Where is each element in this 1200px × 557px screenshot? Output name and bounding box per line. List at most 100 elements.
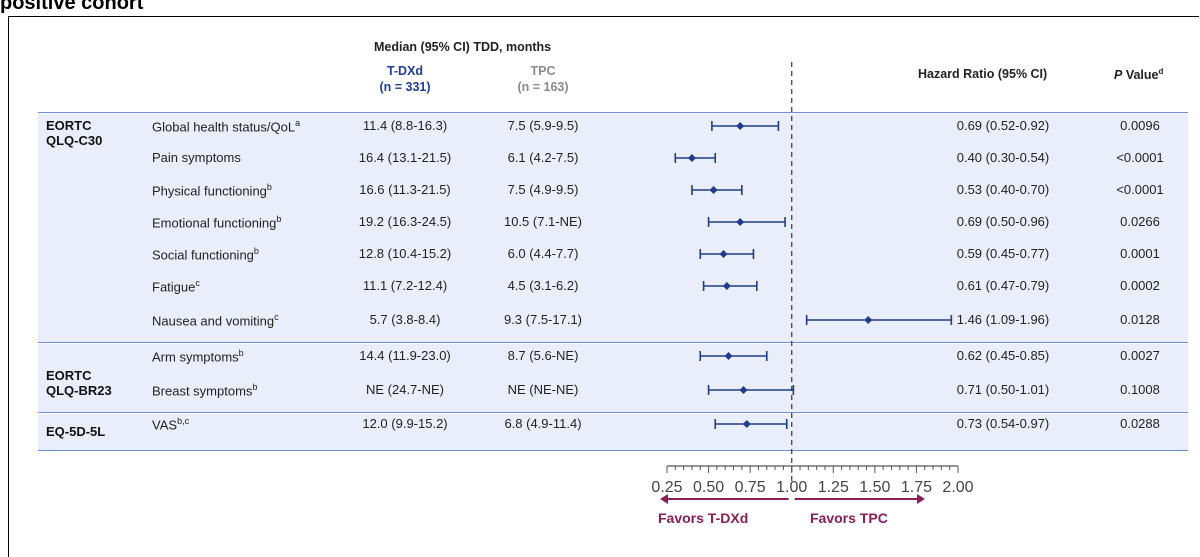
- tpc-median-cell: 9.3 (7.5-17.1): [503, 312, 583, 327]
- forest-plot: 0.25 0.50 0.75 1.00 1.25 1.50 1.75 2.00: [651, 62, 974, 504]
- divider-bottom: [38, 450, 1188, 451]
- tpc-median-cell: 6.1 (4.2-7.5): [507, 150, 579, 165]
- hr-point: [736, 122, 745, 130]
- row-label: Arm symptomsb: [152, 348, 244, 364]
- band-qlq-br23: [38, 344, 1188, 412]
- row-label-footnote: b: [276, 214, 282, 224]
- row-label-text: Global health status/QoL: [152, 119, 296, 135]
- txd-median-cell: 5.7 (3.8-8.4): [369, 312, 441, 327]
- row-label-text: Fatigue: [152, 279, 196, 295]
- tpc-median-cell: 6.8 (4.9-11.4): [504, 416, 582, 431]
- hr-cell: 0.61 (0.47-0.79): [956, 278, 1050, 293]
- p-value-cell: 0.0001: [1120, 246, 1160, 261]
- txd-median-cell: NE (24.7-NE): [365, 382, 445, 397]
- hr-point: [724, 352, 733, 360]
- row-label-text: Breast symptoms: [152, 383, 253, 399]
- favors-right-label: Favors TPC: [810, 510, 888, 526]
- row-label-footnote: c: [195, 278, 200, 288]
- row-label: Breast symptomsb: [152, 382, 257, 398]
- row-label-text: VAS: [152, 417, 178, 433]
- row-label: Fatiguec: [152, 278, 200, 294]
- row-label-text: Emotional functioning: [152, 215, 277, 231]
- x-tick-label: 2.00: [942, 479, 973, 496]
- hr-point: [736, 218, 745, 226]
- row-label-footnote: a: [295, 118, 301, 128]
- tpc-median-cell: 4.5 (3.1-6.2): [507, 278, 579, 293]
- row-label-footnote: b: [266, 182, 272, 192]
- p-value-cell: 0.0027: [1120, 348, 1160, 363]
- hr-point: [739, 386, 748, 394]
- hr-header: Hazard Ratio (95% CI): [918, 67, 1048, 81]
- favors-left-arrowhead: [660, 494, 668, 504]
- p-value-cell: <0.0001: [1116, 182, 1164, 197]
- row-label: Emotional functioningb: [152, 214, 281, 230]
- x-tick-label: 1.25: [818, 479, 849, 496]
- hr-cell: 1.46 (1.09-1.96): [956, 312, 1050, 327]
- median-header: Median (95% CI) TDD, months: [374, 40, 552, 54]
- p-value-cell: 0.0002: [1120, 278, 1160, 293]
- row-label: VASb,c: [152, 416, 189, 432]
- hr-point: [864, 316, 873, 324]
- row-label-footnote: b: [253, 246, 259, 256]
- band-qlq-c30: [38, 114, 1188, 342]
- row-label: Pain symptoms: [152, 150, 241, 165]
- p-value-cell: 0.1008: [1120, 382, 1160, 397]
- row-label-text: Social functioning: [152, 247, 254, 263]
- hr-cell: 0.53 (0.40-0.70): [956, 182, 1050, 197]
- row-label-footnote: b: [252, 382, 258, 392]
- hr-cell: 0.62 (0.45-0.85): [956, 348, 1050, 363]
- divider-top: [38, 112, 1188, 113]
- instrument-1-line2: QLQ-C30: [46, 133, 103, 148]
- txd-median-cell: 19.2 (16.3-24.5): [358, 214, 452, 229]
- p-value-cell: 0.0266: [1120, 214, 1160, 229]
- tpc-median-cell: 7.5 (4.9-9.5): [507, 182, 579, 197]
- txd-median-cell: 11.4 (8.8-16.3): [362, 118, 448, 133]
- favors-right-arrowhead: [917, 494, 925, 504]
- x-tick-label: 0.50: [693, 479, 724, 496]
- x-tick-label: 1.75: [901, 479, 932, 496]
- txd-median-cell: 16.6 (11.3-21.5): [359, 182, 451, 197]
- hr-point: [722, 282, 731, 290]
- hr-point: [687, 154, 696, 162]
- hr-cell: 0.73 (0.54-0.97): [956, 416, 1050, 431]
- p-value-cell: 0.0096: [1120, 118, 1160, 133]
- instrument-3-line1: EQ-5D-5L: [46, 424, 106, 439]
- row-label-footnote: b,c: [177, 416, 190, 426]
- clipped-title: positive cohort: [0, 0, 144, 14]
- p-value-cell: <0.0001: [1116, 150, 1164, 165]
- row-label-footnote: c: [274, 312, 279, 322]
- row-label-footnote: b: [238, 348, 244, 358]
- favors-left-label: Favors T-DXd: [658, 510, 749, 526]
- row-label: Social functioningb: [152, 246, 259, 262]
- row-label: Physical functioningb: [152, 182, 272, 198]
- divider-1: [38, 342, 1188, 343]
- hr-point: [709, 186, 718, 194]
- txd-median-cell: 16.4 (13.1-21.5): [358, 150, 452, 165]
- tpc-median-cell: 6.0 (4.4-7.7): [507, 246, 579, 261]
- table-frame: [8, 16, 1199, 557]
- x-tick-label: 1.50: [859, 479, 890, 496]
- row-label: Global health status/QoLa: [152, 118, 300, 134]
- instrument-1-line1: EORTC: [46, 118, 92, 133]
- row-label: Nausea and vomitingc: [152, 312, 279, 328]
- p-value-cell: 0.0128: [1120, 312, 1160, 327]
- txd-median-cell: 12.0 (9.9-15.2): [362, 416, 448, 431]
- tpc-median-cell: NE (NE-NE): [507, 382, 579, 397]
- txd-n: (n = 331): [379, 80, 431, 94]
- band-eq5d: [38, 414, 1188, 450]
- row-label-text: Pain symptoms: [152, 150, 241, 165]
- tpc-median-cell: 7.5 (5.9-9.5): [507, 118, 579, 133]
- tpc-header: TPC: [530, 64, 556, 78]
- tpc-median-cell: 10.5 (7.1-NE): [503, 214, 583, 229]
- hr-cell: 0.59 (0.45-0.77): [956, 246, 1050, 261]
- x-tick-label: 0.75: [735, 479, 766, 496]
- row-label-text: Nausea and vomiting: [152, 313, 275, 329]
- tpc-median-cell: 8.7 (5.6-NE): [507, 348, 579, 363]
- hr-point: [742, 420, 751, 428]
- p-value-header: P Valued: [1114, 67, 1164, 83]
- txd-header: T-DXd: [386, 64, 424, 78]
- p-value-cell: 0.0288: [1120, 416, 1160, 431]
- txd-median-cell: 12.8 (10.4-15.2): [358, 246, 452, 261]
- x-tick-label: 1.00: [776, 479, 807, 496]
- x-tick-label: 0.25: [651, 479, 682, 496]
